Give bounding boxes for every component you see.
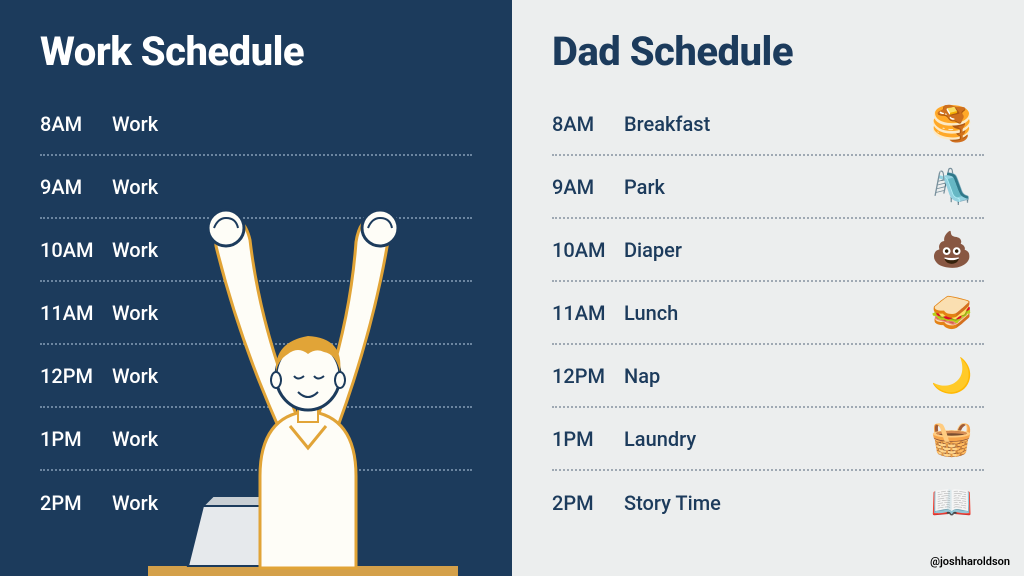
dad-activity: Lunch — [624, 301, 920, 325]
dad-activity: Laundry — [624, 427, 920, 451]
work-row: 11AM Work — [40, 282, 472, 345]
moon-icon: 🌙 — [920, 359, 984, 393]
dad-time: 2PM — [552, 491, 624, 515]
work-activity: Work — [112, 427, 472, 451]
swing-icon: 🛝 — [920, 170, 984, 204]
work-row: 10AM Work — [40, 219, 472, 282]
dad-time: 9AM — [552, 175, 624, 199]
work-row: 12PM Work — [40, 345, 472, 408]
work-activity: Work — [112, 175, 472, 199]
work-schedule-rows: 8AM Work 9AM Work 10AM Work 11AM Work 12… — [40, 93, 472, 534]
work-time: 11AM — [40, 301, 112, 325]
work-activity: Work — [112, 491, 472, 515]
dad-row: 1PM Laundry 🧺 — [552, 408, 984, 471]
work-activity: Work — [112, 364, 472, 388]
dad-row: 8AM Breakfast 🥞 — [552, 93, 984, 156]
work-activity: Work — [112, 112, 472, 136]
dad-row: 10AM Diaper 💩 — [552, 219, 984, 282]
work-schedule-title: Work Schedule — [40, 28, 472, 75]
dad-row: 12PM Nap 🌙 — [552, 345, 984, 408]
storybook-icon: 📖 — [920, 486, 984, 520]
pancakes-icon: 🥞 — [920, 107, 984, 141]
dad-time: 10AM — [552, 238, 624, 262]
dad-activity: Nap — [624, 364, 920, 388]
work-row: 8AM Work — [40, 93, 472, 156]
work-activity: Work — [112, 301, 472, 325]
poop-icon: 💩 — [920, 233, 984, 267]
work-time: 10AM — [40, 238, 112, 262]
work-row: 9AM Work — [40, 156, 472, 219]
credit-handle: @joshharoldson — [930, 555, 1010, 568]
dad-time: 12PM — [552, 364, 624, 388]
work-time: 8AM — [40, 112, 112, 136]
dad-schedule-title: Dad Schedule — [552, 28, 984, 75]
work-time: 12PM — [40, 364, 112, 388]
work-activity: Work — [112, 238, 472, 262]
dad-row: 11AM Lunch 🥪 — [552, 282, 984, 345]
work-schedule-panel: Work Schedule 8AM Work 9AM Work 10AM Wor… — [0, 0, 512, 576]
dad-schedule-panel: Dad Schedule 8AM Breakfast 🥞 9AM Park 🛝 … — [512, 0, 1024, 576]
dad-activity: Diaper — [624, 238, 920, 262]
sandwich-icon: 🥪 — [920, 296, 984, 330]
dad-activity: Park — [624, 175, 920, 199]
dad-activity: Story Time — [624, 491, 920, 515]
work-time: 9AM — [40, 175, 112, 199]
laundry-icon: 🧺 — [920, 422, 984, 456]
dad-time: 1PM — [552, 427, 624, 451]
work-row: 1PM Work — [40, 408, 472, 471]
dad-time: 8AM — [552, 112, 624, 136]
dad-time: 11AM — [552, 301, 624, 325]
dad-row: 2PM Story Time 📖 — [552, 471, 984, 534]
work-time: 1PM — [40, 427, 112, 451]
dad-schedule-rows: 8AM Breakfast 🥞 9AM Park 🛝 10AM Diaper 💩… — [552, 93, 984, 534]
work-time: 2PM — [40, 491, 112, 515]
dad-activity: Breakfast — [624, 112, 920, 136]
work-row: 2PM Work — [40, 471, 472, 534]
dad-row: 9AM Park 🛝 — [552, 156, 984, 219]
